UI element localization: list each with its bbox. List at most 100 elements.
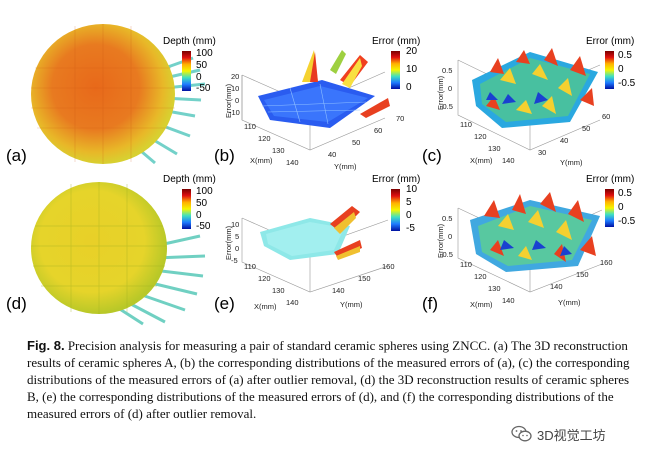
colorbar-tick: 0 — [406, 82, 412, 93]
z-tick: 20 — [231, 72, 240, 81]
x-tick: 120 — [258, 134, 271, 143]
x-tick: 110 — [460, 120, 472, 129]
colorbar-tick: 5 — [406, 197, 412, 208]
sphere-b-render — [31, 182, 206, 326]
figure-caption: Fig. 8. Precision analysis for measuring… — [27, 337, 637, 422]
error-surface-b — [241, 50, 390, 151]
y-tick: 60 — [374, 126, 383, 135]
x-tick: 110 — [244, 122, 256, 131]
x-axis-label: X(mm) — [254, 302, 277, 311]
z-tick: -0.5 — [440, 250, 453, 259]
z-axis-label: Error(mm) — [224, 225, 233, 260]
watermark: 3D视觉工坊 — [511, 422, 647, 446]
panel-c: Error(mm) 0.5 0 -0.5 110 120 130 140 X(m… — [420, 10, 657, 170]
y-tick: 70 — [396, 114, 405, 123]
z-tick: 10 — [231, 84, 240, 93]
y-tick: 150 — [358, 274, 371, 283]
colorbar-tick: -50 — [196, 83, 211, 94]
z-tick: -10 — [229, 108, 240, 117]
panel-label: (b) — [214, 146, 235, 165]
y-tick: 150 — [576, 270, 589, 279]
z-tick: -0.5 — [440, 102, 453, 111]
colorbar-tick: -5 — [406, 223, 415, 234]
colorbar-title: Depth (mm) — [163, 174, 216, 185]
colorbar — [391, 189, 400, 231]
x-axis-label: X(mm) — [470, 300, 493, 309]
panel-label: (a) — [6, 146, 27, 165]
panel-e: Error(mm) 10 5 0 -5 110 120 130 140 X(mm… — [210, 170, 430, 330]
z-tick: 10 — [231, 220, 240, 229]
colorbar — [605, 51, 614, 89]
x-tick: 130 — [272, 146, 285, 155]
colorbar-title: Depth (mm) — [163, 36, 216, 47]
colorbar-title: Error (mm) — [586, 174, 635, 185]
watermark-text: 3D视觉工坊 — [537, 427, 606, 443]
x-tick: 140 — [286, 158, 299, 167]
y-tick: 40 — [560, 136, 569, 145]
x-tick: 130 — [272, 286, 285, 295]
panel-a: (a) Depth (mm) 100 50 0 -50 — [0, 10, 220, 170]
colorbar-tick: 100 — [196, 48, 213, 59]
colorbar-tick: -0.5 — [618, 216, 636, 227]
colorbar-tick: -0.5 — [618, 78, 636, 89]
x-tick: 140 — [286, 298, 299, 307]
z-tick: -5 — [231, 256, 238, 265]
x-axis-label: X(mm) — [250, 156, 273, 165]
caption-text: Precision analysis for measuring a pair … — [27, 338, 630, 421]
panel-label: (c) — [422, 146, 442, 165]
colorbar — [605, 189, 614, 227]
x-tick: 110 — [460, 260, 472, 269]
colorbar-tick: 0.5 — [618, 50, 632, 61]
panel-d: (d) Depth (mm) 100 50 0 -50 — [0, 170, 220, 330]
z-tick: 0 — [235, 244, 240, 253]
colorbar-tick: 0 — [196, 72, 202, 83]
x-axis-label: X(mm) — [470, 156, 493, 165]
z-tick: 0 — [448, 84, 453, 93]
error-surface-e — [241, 206, 389, 293]
y-tick: 30 — [538, 148, 547, 157]
colorbar-tick: 0 — [618, 202, 624, 213]
colorbar — [182, 51, 191, 91]
y-tick: 50 — [352, 138, 361, 147]
colorbar-tick: 0 — [618, 64, 624, 75]
colorbar-title: Error (mm) — [372, 174, 421, 185]
z-tick: 0.5 — [442, 66, 453, 75]
x-tick: 120 — [474, 132, 487, 141]
wechat-icon — [511, 425, 532, 442]
y-tick: 140 — [550, 282, 563, 291]
y-tick: 160 — [382, 262, 395, 271]
y-axis-label: Y(mm) — [334, 162, 357, 171]
colorbar-tick: -50 — [196, 221, 211, 232]
z-tick: 0 — [235, 96, 240, 105]
colorbar — [182, 189, 191, 229]
figure-label: Fig. 8. — [27, 338, 65, 353]
y-axis-label: Y(mm) — [560, 158, 583, 167]
y-axis-label: Y(mm) — [558, 298, 581, 307]
colorbar-tick: 20 — [406, 46, 418, 57]
colorbar-tick: 50 — [196, 198, 208, 209]
colorbar-tick: 10 — [406, 64, 418, 75]
colorbar-tick: 0.5 — [618, 188, 632, 199]
panel-f: Error(mm) 0.5 0 -0.5 110 120 130 140 X(m… — [420, 170, 657, 330]
colorbar-tick: 0 — [406, 210, 412, 221]
colorbar-tick: 0 — [196, 210, 202, 221]
x-tick: 120 — [474, 272, 487, 281]
x-tick: 130 — [488, 144, 501, 153]
y-tick: 60 — [602, 112, 611, 121]
z-tick: 0.5 — [442, 214, 453, 223]
y-axis-label: Y(mm) — [340, 300, 363, 309]
x-tick: 140 — [502, 156, 515, 165]
x-tick: 140 — [502, 296, 515, 305]
y-tick: 50 — [582, 124, 591, 133]
colorbar — [391, 51, 400, 89]
error-surface-f — [457, 192, 603, 293]
colorbar-tick: 100 — [196, 186, 213, 197]
error-surface-c — [457, 48, 601, 151]
x-tick: 120 — [258, 274, 271, 283]
y-tick: 140 — [332, 286, 345, 295]
x-tick: 110 — [244, 262, 256, 271]
colorbar-tick: 10 — [406, 184, 418, 195]
colorbar-title: Error (mm) — [372, 36, 421, 47]
x-tick: 130 — [488, 284, 501, 293]
z-tick: 0 — [448, 232, 453, 241]
